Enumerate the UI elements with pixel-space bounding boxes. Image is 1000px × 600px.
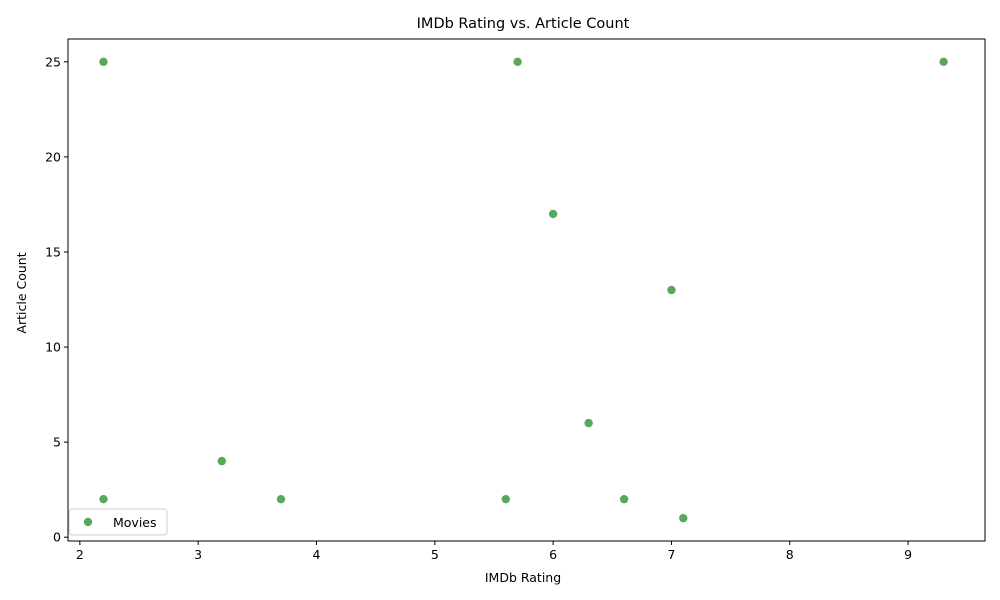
- x-tick-label: 7: [667, 547, 675, 562]
- legend-label: Movies: [113, 515, 157, 530]
- legend-box: [68, 508, 168, 536]
- axis-ticks: 2 3 4 5 6 7 8 9 0 5 10 15 20 25: [45, 54, 912, 562]
- data-point: [276, 494, 286, 504]
- data-point: [99, 494, 108, 504]
- data-point: [501, 494, 510, 504]
- x-tick-label: 6: [549, 547, 557, 562]
- legend-marker: [83, 517, 93, 527]
- data-point: [619, 494, 629, 504]
- data-point: [584, 418, 593, 428]
- chart-title: IMDb Rating vs. Article Count: [417, 16, 630, 32]
- data-point: [217, 456, 227, 466]
- data-point: [513, 57, 522, 67]
- data-points: [99, 57, 948, 523]
- y-tick-label: 5: [53, 435, 61, 450]
- axes-frame: [67, 38, 986, 542]
- x-axis-label: IMDb Rating: [485, 570, 561, 585]
- plot-area: 2 3 4 5 6 7 8 9 0 5 10 15 20 25: [45, 38, 986, 562]
- y-tick-label: 25: [45, 54, 61, 69]
- y-tick-label: 20: [45, 149, 61, 164]
- data-point: [667, 285, 676, 295]
- legend: Movies: [68, 508, 168, 536]
- y-axis-label: Article Count: [14, 252, 29, 333]
- x-tick-label: 4: [313, 547, 321, 562]
- y-tick-label: 15: [45, 244, 61, 259]
- x-tick-label: 3: [194, 547, 202, 562]
- y-tick-label: 0: [53, 530, 61, 545]
- x-tick-label: 5: [431, 547, 439, 562]
- data-point: [939, 57, 948, 67]
- data-point: [548, 209, 558, 219]
- data-point: [679, 513, 688, 523]
- x-tick-label: 8: [786, 547, 794, 562]
- y-tick-label: 10: [45, 340, 61, 355]
- data-point: [99, 57, 108, 67]
- x-tick-label: 2: [76, 547, 84, 562]
- x-tick-label: 9: [904, 547, 912, 562]
